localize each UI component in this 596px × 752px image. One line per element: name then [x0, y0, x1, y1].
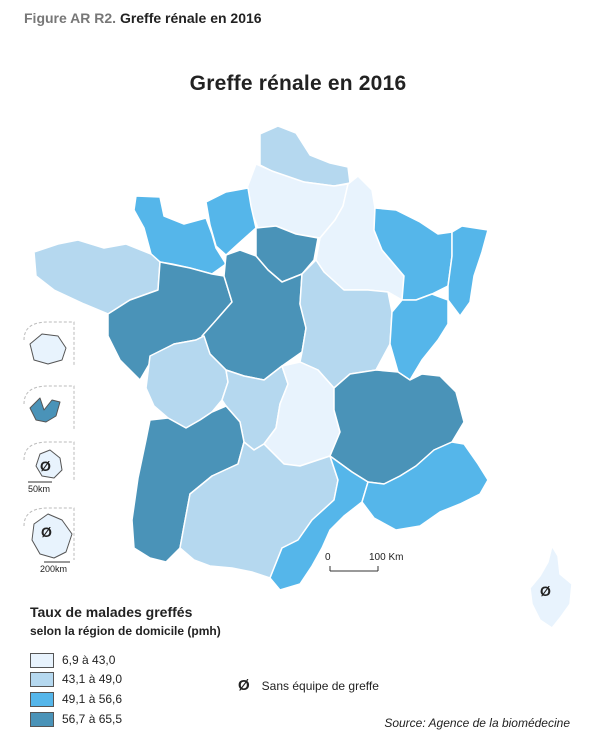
legend-title: Taux de malades greffés — [30, 604, 193, 620]
region-corse — [529, 545, 573, 629]
no-team-label: Sans équipe de greffe — [261, 678, 379, 693]
legend-swatch — [30, 671, 54, 687]
region-alsace — [447, 225, 489, 317]
legend-swatch — [30, 691, 54, 707]
region-lorraine — [373, 207, 453, 301]
legend-item: 49,1 à 56,6 — [30, 690, 122, 708]
legend-swatch — [30, 652, 54, 668]
map-title: Greffe rénale en 2016 — [189, 72, 407, 95]
figure-number: Figure AR R2. — [24, 10, 117, 26]
figure-caption: Figure AR R2. Greffe rénale en 2016 — [24, 10, 262, 26]
legend-item: 6,9 à 43,0 — [30, 651, 115, 669]
legend-label: 56,7 à 65,5 — [62, 712, 123, 726]
main-scale-bar — [329, 566, 379, 572]
no-team-symbol: Ø — [238, 677, 250, 694]
region-paca — [361, 441, 489, 531]
region-guadeloupe — [29, 397, 61, 423]
legend-swatch — [30, 711, 54, 727]
legend-item: 43,1 à 49,0 — [30, 670, 122, 688]
scale-zero-label: 0 — [325, 552, 331, 563]
region-la-reunion — [29, 333, 67, 365]
region-martinique — [35, 449, 63, 479]
no-team-symbol-guyane: Ø — [41, 524, 52, 540]
no-team-symbol-corse: Ø — [540, 583, 551, 599]
legend-subtitle: selon la région de domicile (pmh) — [30, 624, 221, 638]
legend-item: 56,7 à 65,5 — [30, 710, 122, 728]
inset-scale-50-label: 50km — [28, 484, 51, 494]
figure-title: Greffe rénale en 2016 — [119, 10, 262, 26]
legend-label: 6,9 à 43,0 — [62, 653, 116, 667]
legend-label: 49,1 à 56,6 — [62, 692, 123, 706]
region-guyane — [31, 513, 73, 559]
no-team-symbol-martinique: Ø — [40, 458, 51, 474]
legend-no-team: Ø Sans équipe de greffe — [238, 677, 379, 694]
legend-label: 43,1 à 49,0 — [62, 672, 123, 686]
scale-end-label: 100 Km — [369, 552, 404, 563]
source-note: Source: Agence de la biomédecine — [384, 716, 570, 730]
region-basse-normandie — [133, 195, 227, 275]
region-franche-comte — [389, 293, 449, 381]
inset-scale-200-label: 200km — [40, 564, 68, 574]
